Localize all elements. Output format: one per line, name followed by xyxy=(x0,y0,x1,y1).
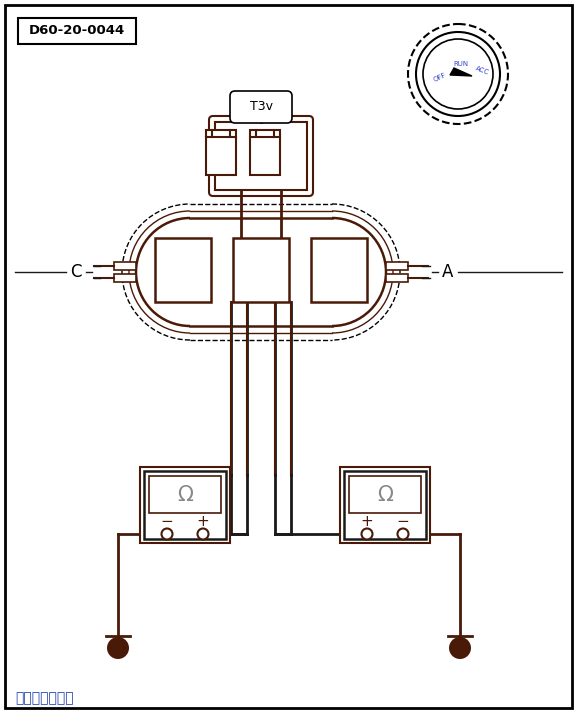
Circle shape xyxy=(398,528,409,540)
Text: −: − xyxy=(160,513,173,528)
Circle shape xyxy=(416,32,500,116)
Bar xyxy=(340,467,430,543)
Circle shape xyxy=(162,528,173,540)
Circle shape xyxy=(408,24,508,124)
Text: T3v: T3v xyxy=(249,101,272,113)
Polygon shape xyxy=(450,68,472,76)
Text: RUN: RUN xyxy=(454,61,469,67)
Bar xyxy=(250,130,280,175)
Bar xyxy=(344,471,426,539)
Text: Ω: Ω xyxy=(377,485,393,505)
Text: OFF: OFF xyxy=(433,71,447,83)
Bar xyxy=(349,476,421,513)
Circle shape xyxy=(362,528,373,540)
Bar xyxy=(190,218,332,326)
Text: −: − xyxy=(396,513,409,528)
Bar xyxy=(386,262,408,270)
Circle shape xyxy=(136,218,244,326)
Text: A: A xyxy=(443,263,454,281)
Circle shape xyxy=(107,637,129,659)
Bar xyxy=(144,471,226,539)
Text: Ω: Ω xyxy=(177,485,193,505)
Bar xyxy=(140,467,230,543)
Text: C: C xyxy=(70,263,82,281)
Bar xyxy=(386,274,408,282)
Text: 汽车维修技术网: 汽车维修技术网 xyxy=(15,691,74,705)
Text: +: + xyxy=(361,513,373,528)
FancyBboxPatch shape xyxy=(209,116,313,196)
Text: ACC: ACC xyxy=(474,66,490,76)
Bar xyxy=(215,122,307,190)
Bar xyxy=(18,18,136,44)
Bar xyxy=(233,238,289,302)
Bar xyxy=(311,238,367,302)
Circle shape xyxy=(423,39,493,109)
FancyBboxPatch shape xyxy=(230,91,292,123)
Circle shape xyxy=(278,218,386,326)
Bar xyxy=(206,130,236,175)
Text: +: + xyxy=(197,513,209,528)
Bar xyxy=(155,238,211,302)
Bar xyxy=(114,274,136,282)
Bar xyxy=(114,262,136,270)
Circle shape xyxy=(197,528,208,540)
Circle shape xyxy=(449,637,471,659)
Bar xyxy=(149,476,221,513)
Text: D60-20-0044: D60-20-0044 xyxy=(29,24,125,38)
